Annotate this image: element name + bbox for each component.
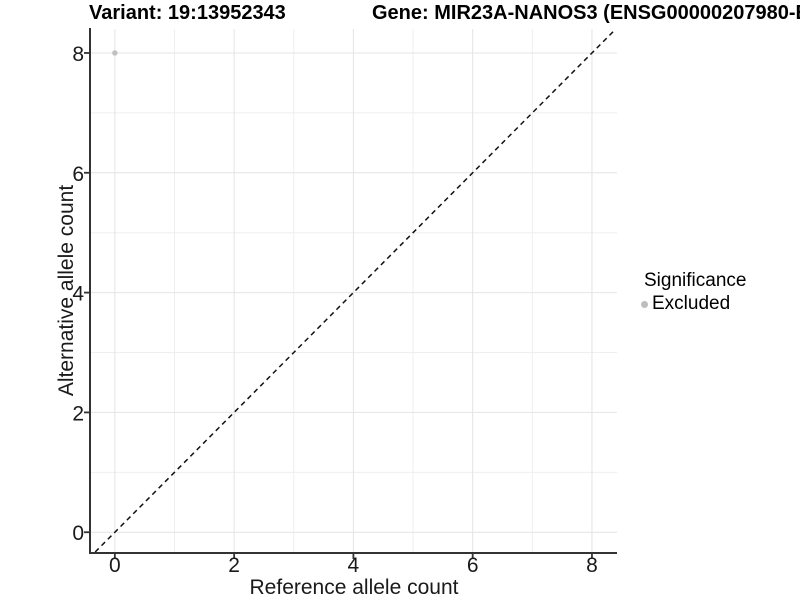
- legend-key: [636, 300, 652, 308]
- y-tick-label: 4: [72, 283, 84, 306]
- excluded-point-icon: [640, 300, 648, 308]
- data-point: [112, 50, 118, 56]
- legend-item-excluded: Excluded: [636, 292, 746, 315]
- legend-item-label: Excluded: [652, 292, 731, 314]
- legend: Significance Excluded: [636, 270, 747, 315]
- x-tick-label: 0: [109, 554, 121, 577]
- x-axis-title: Reference allele count: [250, 576, 459, 599]
- variant-title: Variant: 19:13952343: [89, 2, 286, 24]
- y-tick-label: 0: [72, 522, 84, 545]
- y-tick-label: 8: [72, 43, 84, 66]
- y-tick-label: 2: [72, 402, 84, 425]
- gene-title: Gene: MIR23A-NANOS3 (ENSG00000207980-E: [372, 2, 800, 24]
- x-tick-label: 4: [348, 554, 360, 577]
- y-tick-label: 6: [72, 163, 84, 186]
- x-tick-label: 2: [228, 554, 240, 577]
- y-axis-title: Alternative allele count: [55, 185, 78, 396]
- x-tick-label: 8: [586, 554, 598, 577]
- legend-title: Significance: [644, 270, 747, 291]
- identity-line: [94, 28, 617, 553]
- x-tick-label: 6: [467, 554, 479, 577]
